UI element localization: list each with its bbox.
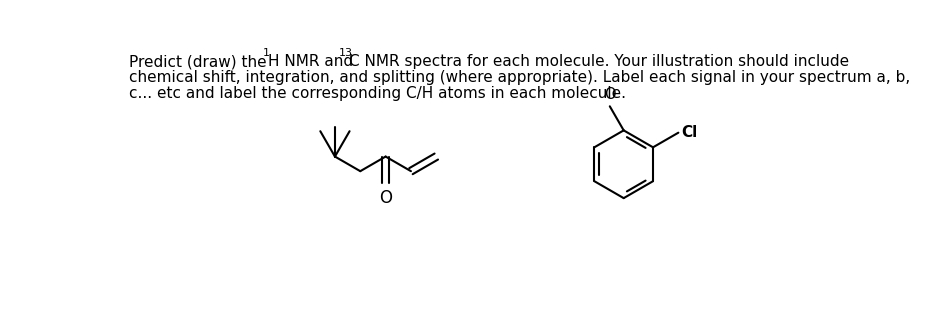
Text: 1: 1: [263, 48, 270, 58]
Text: Cl: Cl: [681, 125, 697, 140]
Text: Predict (draw) the: Predict (draw) the: [128, 54, 271, 69]
Text: O: O: [604, 87, 616, 102]
Text: O: O: [379, 189, 392, 207]
Text: c... etc and label the corresponding C/H atoms in each molecule.: c... etc and label the corresponding C/H…: [128, 86, 625, 101]
Text: C NMR spectra for each molecule. Your illustration should include: C NMR spectra for each molecule. Your il…: [348, 54, 849, 69]
Text: chemical shift, integration, and splitting (where appropriate). Label each signa: chemical shift, integration, and splitti…: [128, 70, 910, 85]
Text: 13: 13: [338, 48, 352, 58]
Text: H NMR and: H NMR and: [268, 54, 358, 69]
